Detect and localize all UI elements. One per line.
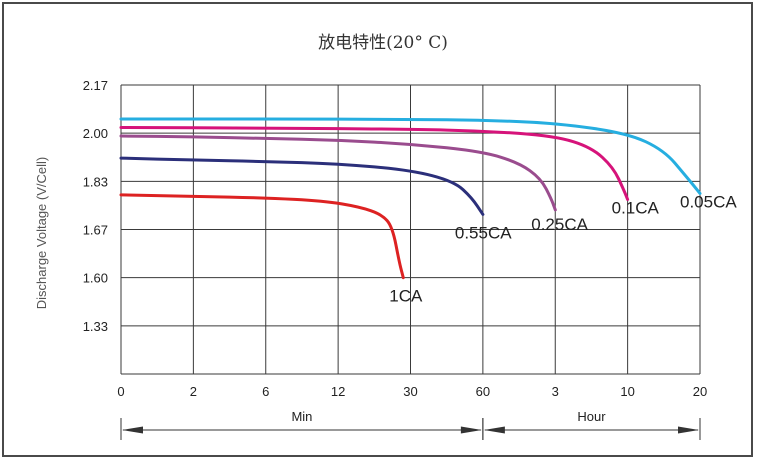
x-axis-groups: Min Hour (120, 409, 701, 440)
grid (120, 84, 701, 375)
y-tick-label: 1.60 (83, 271, 108, 286)
series-label: 0.25CA (531, 215, 588, 234)
series-line (119, 126, 630, 201)
y-tick-label: 1.83 (83, 174, 108, 189)
x-tick-label: 2 (190, 384, 197, 399)
series-line (119, 117, 702, 195)
x-tick-labels: 0 2 6 12 30 60 3 10 20 (117, 384, 707, 399)
x-tick-label: 6 (262, 384, 269, 399)
series-label: 0.05CA (680, 192, 737, 211)
group-arrow-head-right (460, 426, 482, 434)
series-line (119, 193, 405, 280)
group-label: Min (291, 409, 312, 424)
x-tick-label: 60 (476, 384, 490, 399)
series-lines (119, 117, 702, 280)
group-label: Hour (577, 409, 606, 424)
x-tick-label: 30 (403, 384, 417, 399)
x-tick-label: 0 (117, 384, 124, 399)
series-line (119, 156, 485, 216)
y-tick-labels: 2.17 2.00 1.83 1.67 1.60 1.33 (83, 78, 108, 334)
group-arrow-head-left (483, 426, 505, 434)
y-tick-label: 1.67 (83, 223, 108, 238)
series-labels: 1CA 0.55CA 0.25CA 0.1CA 0.05CA (389, 192, 737, 305)
group-arrow-head-left (122, 426, 143, 434)
y-tick-label: 1.33 (83, 319, 108, 334)
y-tick-label: 2.17 (83, 78, 108, 93)
series-line (119, 134, 557, 212)
x-tick-label: 20 (693, 384, 707, 399)
group-arrow-head-right (678, 426, 699, 434)
series-label: 0.1CA (612, 198, 660, 217)
chart-title: 放电特性(20° C) (318, 33, 448, 53)
series-label: 1CA (389, 287, 423, 306)
series-label: 0.55CA (455, 223, 512, 242)
x-tick-label: 3 (552, 384, 559, 399)
y-axis-label: Discharge Voltage (V/Cell) (34, 157, 49, 309)
x-tick-label: 10 (620, 384, 634, 399)
x-tick-label: 12 (331, 384, 345, 399)
y-tick-label: 2.00 (83, 126, 108, 141)
